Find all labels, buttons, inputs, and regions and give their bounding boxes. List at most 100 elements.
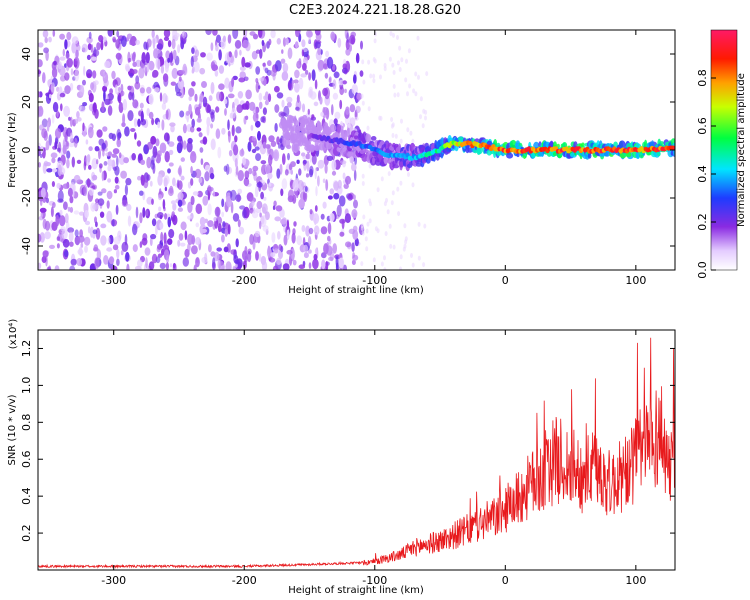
noise-speckle — [180, 39, 185, 50]
noise-speckle — [78, 235, 85, 243]
noise-speckle — [359, 70, 364, 77]
noise-speckle — [342, 172, 346, 180]
noise-speckle — [87, 43, 92, 51]
noise-speckle — [92, 229, 98, 235]
noise-speckle — [161, 102, 167, 110]
noise-speckle — [210, 82, 215, 94]
noise-speckle — [66, 150, 71, 159]
noise-speckle — [74, 118, 79, 124]
noise-speckle — [111, 218, 115, 227]
noise-speckle — [144, 247, 151, 256]
noise-speckle — [327, 222, 332, 235]
signal-halo — [587, 152, 592, 159]
noise-speckle — [416, 35, 420, 41]
noise-speckle — [274, 122, 278, 133]
noise-speckle — [38, 233, 42, 243]
signal-halo — [318, 126, 322, 132]
noise-speckle — [222, 221, 226, 228]
noise-speckle — [46, 168, 53, 173]
noise-speckle — [276, 136, 280, 145]
noise-speckle — [281, 217, 288, 227]
noise-speckle — [107, 165, 112, 172]
y-tick-label: -20 — [20, 189, 33, 207]
noise-speckle — [90, 56, 97, 61]
noise-speckle — [56, 86, 60, 92]
noise-speckle — [42, 72, 46, 84]
noise-speckle — [53, 60, 57, 66]
noise-speckle — [40, 187, 46, 199]
noise-speckle — [344, 88, 347, 94]
noise-speckle — [361, 230, 365, 236]
noise-speckle — [185, 110, 190, 116]
noise-speckle — [396, 92, 400, 98]
noise-speckle — [326, 155, 333, 161]
noise-speckle — [267, 172, 273, 180]
noise-speckle — [292, 179, 299, 192]
noise-speckle — [346, 32, 350, 43]
noise-speckle — [388, 223, 392, 229]
noise-speckle — [212, 30, 218, 36]
noise-speckle — [178, 233, 184, 241]
noise-speckle — [262, 141, 267, 149]
y-tick-label: 0 — [20, 147, 33, 154]
noise-speckle — [52, 101, 59, 113]
noise-speckle — [159, 262, 166, 270]
noise-speckle — [130, 128, 136, 132]
noise-speckle — [180, 157, 185, 162]
noise-speckle — [290, 169, 294, 175]
noise-speckle — [215, 106, 220, 113]
noise-speckle — [191, 245, 198, 255]
signal-halo — [325, 131, 331, 138]
noise-speckle — [170, 200, 176, 205]
noise-speckle — [276, 168, 281, 179]
noise-speckle — [157, 253, 163, 258]
noise-speckle — [162, 93, 168, 104]
noise-speckle — [372, 73, 376, 79]
noise-speckle — [52, 168, 58, 173]
noise-speckle — [254, 146, 260, 151]
noise-speckle — [268, 182, 272, 187]
noise-speckle — [106, 190, 113, 200]
x-tick-label: -200 — [232, 274, 257, 287]
noise-speckle — [208, 109, 215, 115]
noise-speckle — [118, 102, 124, 114]
noise-speckle — [159, 222, 164, 230]
noise-speckle — [179, 138, 184, 150]
noise-speckle — [378, 115, 382, 121]
noise-speckle — [86, 54, 91, 61]
noise-speckle — [238, 226, 245, 235]
noise-speckle — [327, 235, 331, 242]
noise-speckle — [286, 96, 293, 103]
noise-speckle — [108, 256, 115, 265]
noise-speckle — [127, 85, 132, 91]
noise-speckle — [342, 264, 347, 270]
noise-speckle — [158, 194, 162, 201]
noise-speckle — [260, 215, 265, 225]
noise-speckle — [63, 105, 70, 117]
noise-speckle — [79, 229, 83, 238]
noise-speckle — [345, 48, 351, 56]
noise-speckle — [410, 253, 413, 258]
noise-speckle — [49, 93, 52, 99]
noise-speckle — [120, 170, 127, 179]
noise-speckle — [66, 58, 73, 68]
noise-speckle — [82, 102, 88, 107]
noise-speckle — [107, 178, 112, 183]
signal-halo — [506, 152, 514, 159]
noise-speckle — [132, 69, 138, 74]
noise-speckle — [313, 253, 318, 261]
noise-speckle — [304, 69, 309, 75]
noise-speckle — [101, 142, 107, 150]
noise-speckle — [355, 105, 361, 114]
noise-speckle — [251, 50, 258, 60]
noise-speckle — [223, 98, 228, 105]
noise-speckle — [239, 149, 245, 157]
signal-halo — [549, 140, 554, 149]
noise-speckle — [339, 218, 346, 224]
noise-speckle — [62, 238, 70, 248]
noise-speckle — [76, 111, 80, 119]
noise-speckle — [423, 223, 427, 229]
noise-speckle — [262, 107, 267, 115]
noise-speckle — [266, 69, 272, 76]
noise-speckle — [64, 72, 70, 81]
